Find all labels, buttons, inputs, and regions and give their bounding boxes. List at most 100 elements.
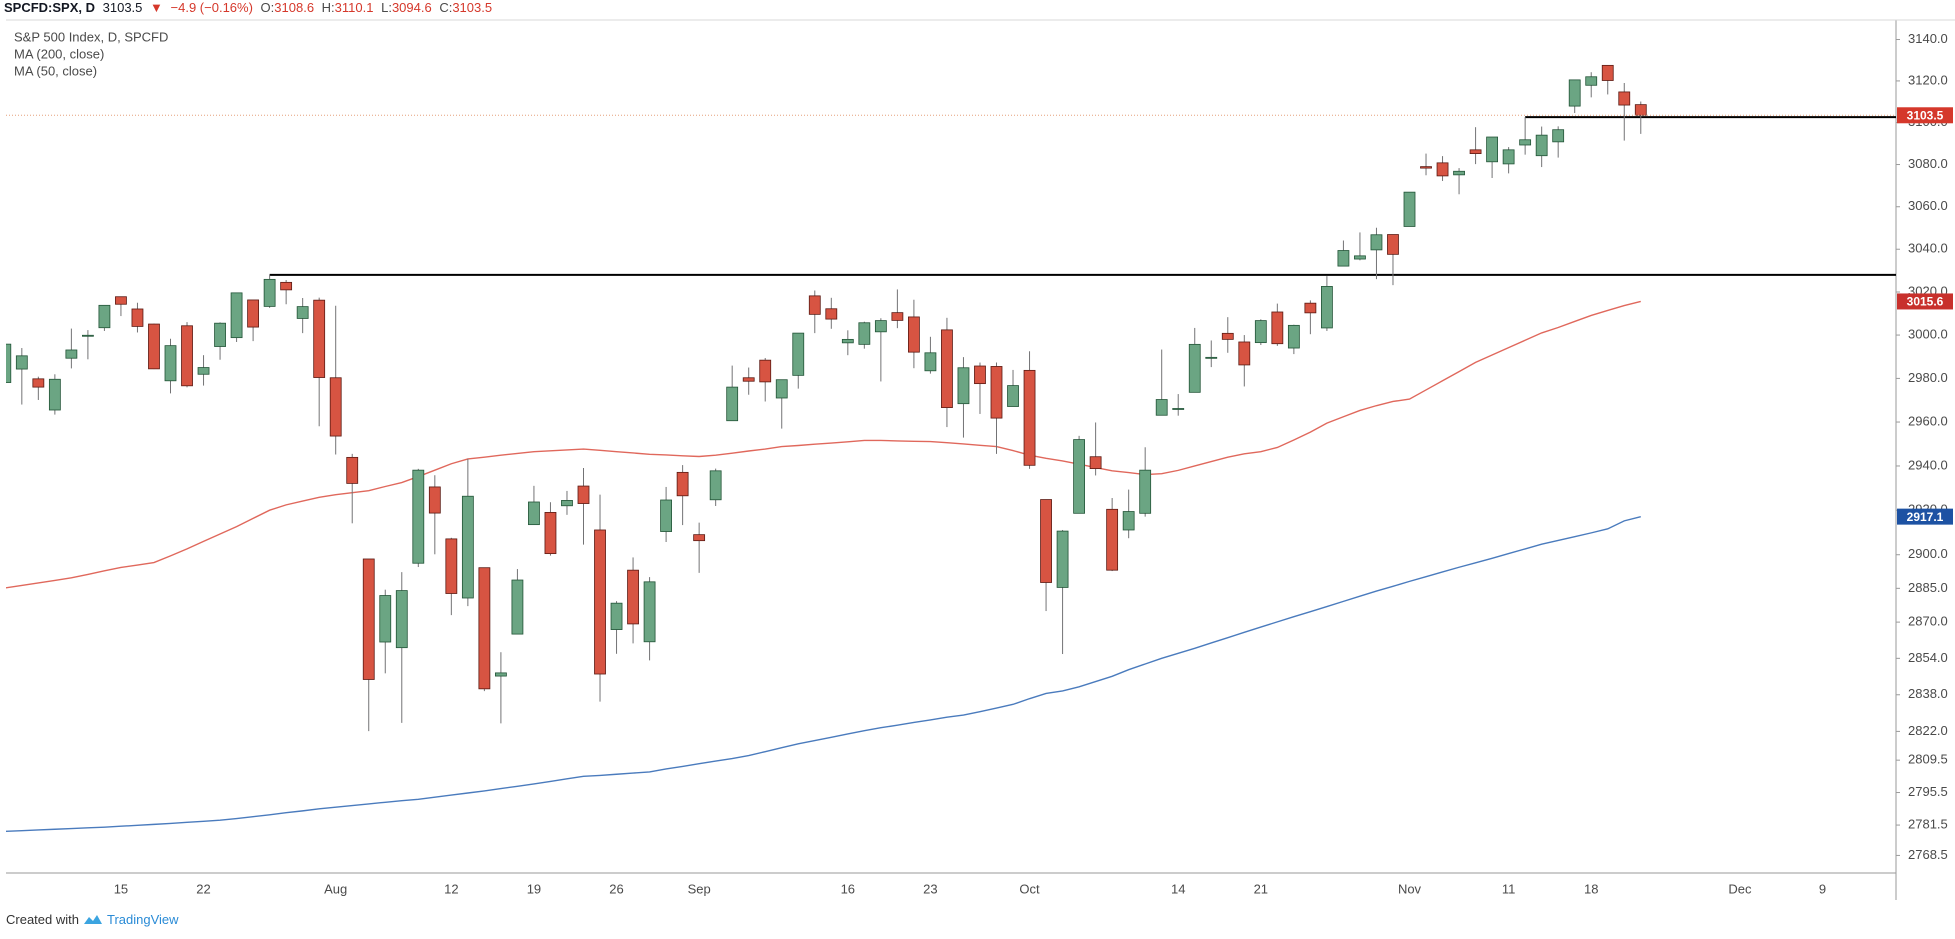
legend-series: S&P 500 Index, D, SPCFD [14,29,168,44]
ma-line [6,300,1641,589]
y-tick-label: 2795.5 [1908,784,1948,799]
y-tick-label: 2768.5 [1908,847,1948,862]
x-tick-label: 18 [1584,881,1598,896]
y-tick-label: 2900.0 [1908,546,1948,561]
y-tick-label: 2885.0 [1908,580,1948,595]
ohlc-label: L: [381,0,392,15]
candle-body [247,299,260,328]
candle-body [957,367,970,405]
candle-body [775,379,788,399]
candle-body [1618,91,1631,106]
footer-brand: TradingView [106,912,179,927]
candle-body [610,602,623,630]
candle-body [329,377,342,437]
candle-body [924,352,937,372]
candle-body [561,500,573,507]
y-tick-label: 2809.5 [1908,752,1948,767]
candle-body [1420,166,1432,169]
x-tick-label: 16 [841,881,855,896]
candle-body [379,595,392,643]
logo [83,914,102,924]
candle-body [742,377,755,382]
candle-body [6,343,12,383]
y-tick-label: 2960.0 [1908,413,1948,428]
y-tick-label: 2940.0 [1908,457,1948,472]
candle-body [726,386,739,422]
x-tick-label: 26 [609,881,623,896]
x-tick-label: 15 [114,881,128,896]
x-tick-label: 12 [444,881,458,896]
candle-body [1155,399,1168,416]
candle-body [346,456,359,484]
candle-body [858,322,871,345]
candle-body [1634,104,1647,116]
footer: Created with TradingView [6,912,179,927]
candle-body [1172,408,1185,410]
candle-body [1056,530,1069,588]
candle-body [759,359,772,383]
change: −4.9 (−0.16%) [170,0,253,15]
y-tick-label: 3060.0 [1908,198,1948,213]
candle-body [1436,162,1449,177]
y-tick-label: 3080.0 [1908,156,1948,171]
candle-body [841,338,854,344]
candle-body [65,349,78,359]
candle-body [263,278,276,307]
plot-area [6,64,1896,833]
candle-body [627,569,639,625]
candle-body [825,308,838,320]
candle-body [660,499,672,532]
last-price-tag-bg [1897,107,1953,124]
candle-body [131,308,144,327]
candle-body [1486,136,1498,163]
axis-layer: 3140.03120.03100.03080.03060.03040.03020… [114,31,1953,896]
candle-body [48,378,61,411]
candle-body [1287,324,1300,349]
candle-body [1519,139,1532,146]
candle-body [296,306,309,319]
x-tick-label: Sep [688,881,711,896]
candle-body [1304,302,1317,314]
candle-body [181,325,193,387]
y-tick-label: 2781.5 [1908,817,1948,832]
candle-body [941,329,953,409]
candle-body [280,281,293,291]
candle-body [412,469,425,564]
ohlc-label: C: [439,0,453,15]
candle-body [1007,385,1019,407]
candle-body [1321,286,1333,329]
candle-body [1188,343,1201,393]
candle-body [1254,320,1267,344]
y-tick-label: 3000.0 [1908,326,1948,341]
y-tick-label: 3120.0 [1908,72,1948,87]
y-tick-label: 2854.0 [1908,650,1948,665]
candle-body [676,471,689,497]
candle-body [874,320,887,333]
last-close: 3103.5 [102,0,143,15]
x-tick-label: Nov [1398,881,1422,896]
candle-body [115,296,127,305]
candle-body [1040,499,1052,583]
candle-body [1502,149,1515,165]
candle-body [577,485,590,504]
ma-tag: 2917.1 [1907,510,1944,524]
y-tick-label: 3140.0 [1908,31,1948,46]
ohlc-label: H: [321,0,335,15]
ma-tag-bg [1897,293,1953,310]
candle-body [891,312,904,321]
candle-body [709,470,722,501]
x-tick-label: 11 [1502,881,1516,896]
candle-body [1601,64,1614,81]
x-tick-label: 14 [1171,881,1185,896]
x-tick-label: 21 [1254,881,1268,896]
candle-body [1387,234,1399,255]
candle-body [230,292,243,339]
ma-tag-bg [1897,508,1953,525]
candle-body [1205,356,1218,359]
candle-body [1122,511,1135,531]
y-tick-label: 2870.0 [1908,614,1948,629]
x-tick-label: Aug [324,881,347,896]
candle-body [1552,129,1565,143]
candle-body [1221,332,1234,340]
symbol: SPCFD:SPX, D [4,0,96,15]
